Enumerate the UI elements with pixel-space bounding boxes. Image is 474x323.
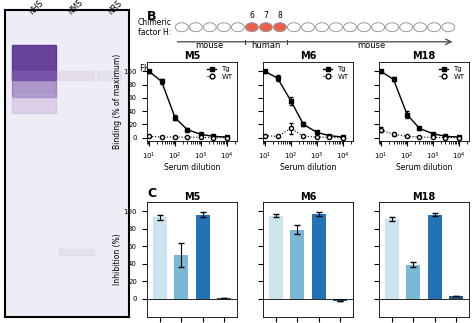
Circle shape — [189, 23, 202, 32]
Circle shape — [414, 23, 427, 32]
Bar — [97, 71, 121, 80]
Bar — [384, 219, 399, 299]
Legend: Tg, WT: Tg, WT — [322, 65, 350, 81]
Text: FH: FH — [139, 64, 150, 73]
Title: M5: M5 — [184, 51, 200, 61]
Circle shape — [329, 23, 343, 32]
Text: 97: 97 — [0, 286, 1, 295]
Title: M5: M5 — [184, 192, 200, 202]
Text: NHS: NHS — [27, 0, 45, 16]
Y-axis label: Binding (% of maximum): Binding (% of maximum) — [113, 54, 122, 149]
Circle shape — [372, 23, 384, 32]
Bar — [290, 230, 304, 299]
Legend: Tg, WT: Tg, WT — [206, 65, 234, 81]
Circle shape — [259, 23, 273, 32]
Bar — [218, 298, 231, 299]
Circle shape — [203, 23, 216, 32]
Legend: Tg, WT: Tg, WT — [438, 65, 466, 81]
Text: human: human — [251, 41, 281, 50]
Text: NRS: NRS — [107, 0, 124, 16]
Y-axis label: Inhibition (%): Inhibition (%) — [113, 234, 122, 285]
Bar — [174, 255, 188, 299]
Bar — [59, 71, 94, 80]
Bar — [333, 299, 347, 301]
Bar — [12, 95, 55, 113]
Circle shape — [218, 23, 230, 32]
Text: NMS: NMS — [67, 0, 85, 16]
Text: B: B — [146, 10, 156, 23]
Bar — [269, 215, 283, 299]
Bar — [12, 45, 55, 80]
Bar — [153, 217, 167, 299]
X-axis label: Serum dilution: Serum dilution — [280, 163, 336, 172]
Text: 116: 116 — [0, 244, 1, 253]
Text: mouse: mouse — [357, 41, 385, 50]
Bar — [428, 215, 442, 299]
Title: M18: M18 — [412, 192, 436, 202]
Circle shape — [231, 23, 244, 32]
Circle shape — [400, 23, 412, 32]
Text: 200: 200 — [0, 60, 1, 69]
Circle shape — [442, 23, 455, 32]
Bar — [59, 249, 94, 255]
Circle shape — [175, 23, 188, 32]
Circle shape — [246, 23, 258, 32]
Circle shape — [357, 23, 371, 32]
Circle shape — [344, 23, 356, 32]
Bar — [312, 214, 326, 299]
Text: mouse: mouse — [196, 41, 224, 50]
Bar — [449, 296, 463, 299]
Title: M6: M6 — [300, 192, 316, 202]
Text: 7: 7 — [264, 11, 268, 20]
Circle shape — [428, 23, 441, 32]
Circle shape — [273, 23, 286, 32]
X-axis label: Serum dilution: Serum dilution — [396, 163, 452, 172]
Text: 6: 6 — [249, 11, 255, 20]
Bar — [196, 215, 210, 299]
Title: M6: M6 — [300, 51, 316, 61]
Circle shape — [386, 23, 399, 32]
Text: 8: 8 — [278, 11, 283, 20]
Circle shape — [316, 23, 328, 32]
Text: Chimeric
factor H:: Chimeric factor H: — [138, 17, 172, 37]
X-axis label: Serum dilution: Serum dilution — [164, 163, 220, 172]
Circle shape — [301, 23, 314, 32]
Title: M18: M18 — [412, 51, 436, 61]
Bar — [12, 71, 55, 97]
Circle shape — [288, 23, 301, 32]
Bar — [406, 265, 420, 299]
Text: C: C — [148, 187, 157, 200]
